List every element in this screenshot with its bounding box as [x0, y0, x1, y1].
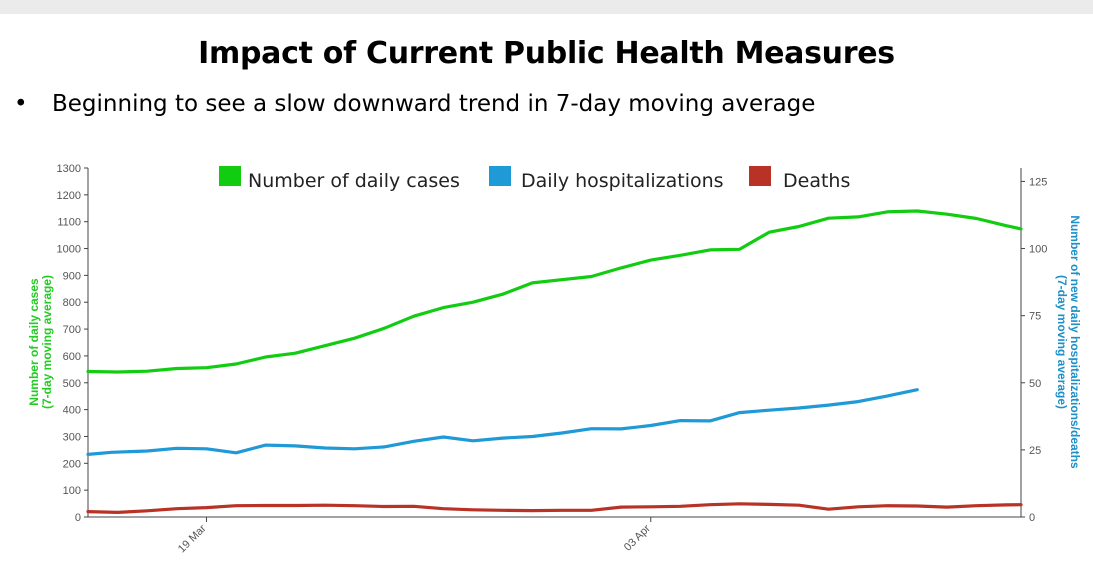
- legend-swatch-deaths: [749, 166, 771, 186]
- left-tick-label: 400: [63, 405, 81, 417]
- left-tick-label: 800: [63, 297, 81, 309]
- series-line-hospitalizations: [86, 388, 919, 456]
- left-axis-title-line2: (7-day moving average): [40, 275, 54, 409]
- right-axis-title-line2: (7-day moving average): [1055, 275, 1069, 409]
- chart-lines: [86, 209, 1023, 515]
- top-bar: [0, 0, 1093, 14]
- chart-axes: 0100200300400500600700800900100011001200…: [57, 163, 1048, 555]
- legend-label-deaths: Deaths: [783, 170, 850, 192]
- legend-swatch-cases: [219, 166, 241, 186]
- left-tick-label: 100: [63, 485, 81, 497]
- right-axis-title-line1: Number of new daily hospitalizations/dea…: [1068, 215, 1082, 469]
- legend-label-cases: Number of daily cases: [248, 170, 460, 192]
- slide-title: Impact of Current Public Health Measures: [198, 36, 895, 71]
- right-axis-title: Number of new daily hospitalizations/dea…: [1055, 215, 1082, 469]
- right-tick-label: 125: [1029, 176, 1047, 188]
- right-tick-label: 75: [1029, 311, 1041, 323]
- right-tick-label: 0: [1029, 512, 1035, 524]
- bullet-dot: •: [14, 91, 28, 117]
- right-tick-label: 100: [1029, 244, 1047, 256]
- legend-swatch-hospitalizations: [489, 166, 511, 186]
- series-line-deaths: [86, 502, 1023, 515]
- left-tick-label: 500: [63, 378, 81, 390]
- x-tick-label: 03 Apr: [622, 522, 653, 553]
- legend-label-hospitalizations: Daily hospitalizations: [521, 170, 724, 192]
- right-tick-label: 25: [1029, 445, 1041, 457]
- left-tick-label: 200: [63, 458, 81, 470]
- x-tick-label: 19 Mar: [176, 522, 209, 555]
- bullet-text: Beginning to see a slow downward trend i…: [52, 91, 816, 117]
- left-tick-label: 1200: [57, 190, 81, 202]
- left-tick-label: 0: [75, 512, 81, 524]
- left-tick-label: 300: [63, 431, 81, 443]
- left-axis-title: Number of daily cases (7-day moving aver…: [27, 275, 54, 409]
- series-line-cases: [86, 209, 1023, 374]
- left-tick-label: 900: [63, 270, 81, 282]
- left-tick-label: 600: [63, 351, 81, 363]
- left-tick-label: 1100: [57, 217, 81, 229]
- left-tick-label: 1300: [57, 163, 81, 175]
- chart-legend: Number of daily cases Daily hospitalizat…: [219, 166, 850, 192]
- left-tick-label: 700: [63, 324, 81, 336]
- left-axis-title-line1: Number of daily cases: [27, 278, 41, 406]
- left-tick-label: 1000: [57, 244, 81, 256]
- right-tick-label: 50: [1029, 378, 1041, 390]
